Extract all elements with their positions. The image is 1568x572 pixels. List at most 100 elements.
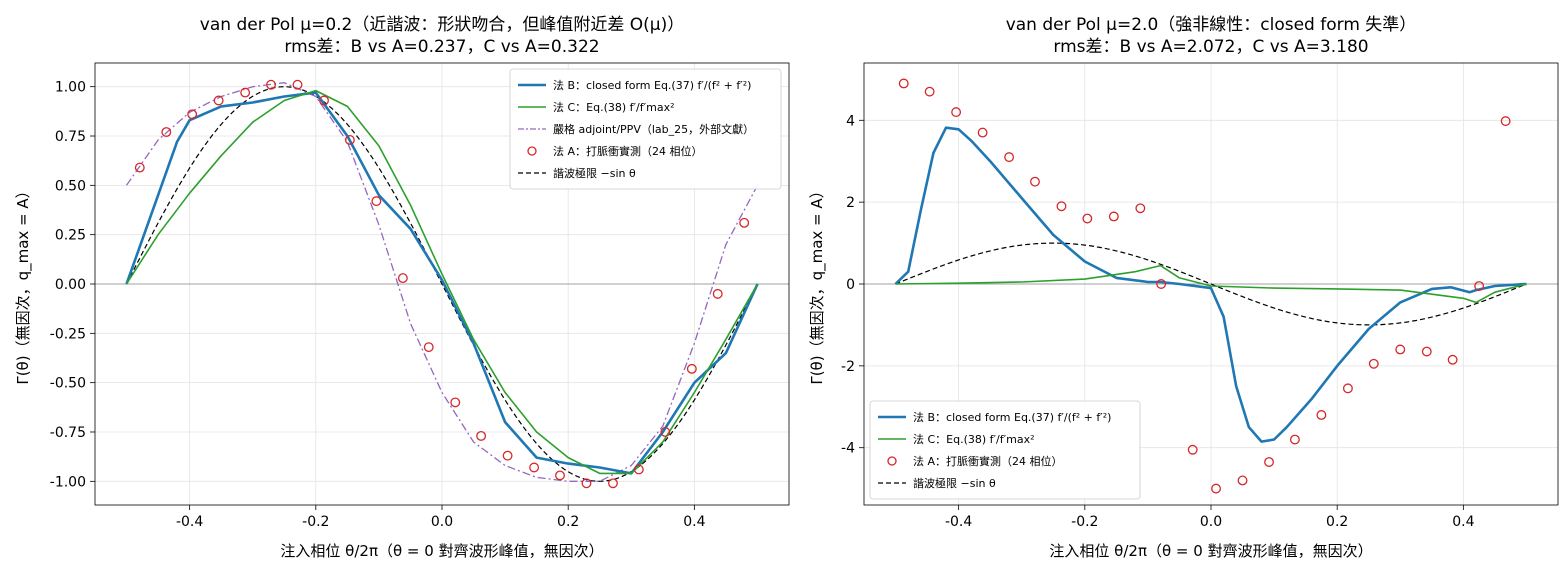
data-point-marker [292,79,303,90]
right-chart-subtitle: rms差：B vs A=2.072，C vs A=3.180 [1053,37,1368,57]
data-point-marker [977,127,988,138]
data-point-marker [319,95,329,106]
right-legend: 法 B：closed form Eq.(37) f′/(f² + f′²) 法 C… [869,400,1141,500]
legend-marker [527,146,537,156]
data-point-marker [134,162,145,173]
y-tick-label: 2 [846,195,855,211]
y-tick-label: 0.00 [55,277,86,293]
legend-label: 諧波極限 −sin θ [553,166,636,180]
data-point-marker [1237,475,1248,486]
x-tick-label: 0.2 [1326,514,1348,530]
data-point-marker [1156,279,1167,289]
legend-label: 法 A：打脈衝實測（24 相位） [913,454,1063,468]
data-point-marker [476,430,487,441]
y-tick-label: 0.25 [55,228,86,244]
data-point-marker [1289,434,1300,445]
data-point-marker [240,87,251,98]
data-point-marker [1342,383,1353,394]
data-point-marker [660,427,671,437]
x-tick-label: -0.4 [945,514,972,530]
data-point-marker [581,478,592,489]
data-point-marker [1056,201,1067,212]
legend-label: 法 C：Eq.(38) f′/f′max² [913,432,1035,446]
legend-label: 法 C：Eq.(38) f′/f′max² [553,100,675,114]
data-point-marker [371,196,382,207]
data-point-marker [266,79,276,90]
x-tick-label: 0.4 [683,514,705,530]
legend-label: 嚴格 adjoint/PPV（lab_25，外部文獻） [553,122,754,136]
x-tick-label: 0.0 [431,514,453,530]
data-point-marker [951,107,962,118]
data-point-marker [1368,358,1379,369]
left-legend: 法 B：closed form Eq.(37) f′/(f² + f′²) 法 C… [509,68,782,190]
y-tick-label: 4 [846,113,855,129]
left-y-axis-label: Γ(θ)（無因次，q_max = A） [14,183,33,384]
legend-label: 法 A：打脈衝實測（24 相位） [553,144,703,158]
left-chart-subtitle: rms差：B vs A=0.237，C vs A=0.322 [284,37,599,57]
data-point-marker [1500,116,1511,127]
y-tick-label: -4 [841,441,855,457]
data-point-marker [1474,281,1485,291]
data-point-marker [529,462,540,473]
right-chart-panel: van der Pol μ=2.0（強非線性：closed form 失準） r… [808,15,1559,560]
legend-box [869,400,1141,500]
data-point-marker [1108,211,1119,222]
series-line-method-c [895,264,1527,304]
data-point-marker [344,135,355,145]
legend-marker [887,456,897,466]
data-point-marker [898,78,909,89]
legend-label: 諧波極限 −sin θ [913,476,996,490]
series-line-method-b [894,126,1527,443]
series-line-method-b [125,91,759,475]
legend-label: 法 B：closed form Eq.(37) f′/(f² + f′²) [913,410,1111,424]
data-point-marker [1187,444,1198,455]
data-point-marker [1395,344,1406,355]
data-point-marker [555,470,565,481]
x-tick-label: -0.2 [302,514,329,530]
x-tick-label: 0.0 [1200,514,1222,530]
y-tick-label: -0.75 [50,425,86,441]
left-chart-panel: van der Pol μ=0.2（近諧波：形狀吻合，但峰值附近差 O(μ)） … [14,15,790,560]
data-point-marker [502,450,513,461]
data-point-marker [450,397,461,408]
data-point-marker [633,464,644,475]
right-y-axis-label: Γ(θ)（無因次，q_max = A） [808,183,827,384]
x-tick-label: -0.2 [1071,514,1098,530]
legend-label: 法 B：closed form Eq.(37) f′/(f² + f′²) [553,78,751,92]
data-point-marker [1447,354,1458,365]
x-tick-label: -0.4 [176,514,203,530]
series-line-harmonic-limit [125,86,759,482]
y-tick-label: 0.50 [55,178,86,194]
data-point-marker [686,363,697,374]
y-tick-label: 1.00 [55,80,86,96]
data-point-marker [1082,213,1093,224]
data-point-marker [1211,483,1221,494]
data-point-marker [161,127,172,138]
y-tick-label: 0 [846,277,855,293]
series-line-strict-adjoint [125,82,759,482]
data-point-marker [423,342,434,353]
y-tick-label: -0.50 [50,376,86,392]
data-point-marker [1135,203,1146,214]
right-x-axis-label: 注入相位 θ/2π（θ = 0 對齊波形峰值，無因次） [1049,542,1372,560]
left-chart-title: van der Pol μ=0.2（近諧波：形狀吻合，但峰值附近差 O(μ)） [200,15,684,35]
series-line-harmonic-limit [895,242,1527,326]
data-point-marker [1316,410,1327,420]
y-tick-label: -0.25 [50,326,86,342]
data-point-marker [1004,152,1015,163]
legend-box [509,68,782,190]
y-tick-label: 0.75 [55,129,86,145]
data-point-marker [924,86,935,97]
data-point-marker [608,478,618,489]
data-point-marker [712,288,723,299]
x-tick-label: 0.4 [1452,514,1474,530]
x-tick-label: 0.2 [557,514,579,530]
y-tick-label: -2 [841,359,855,375]
data-point-marker [187,109,198,120]
data-point-marker [397,273,408,284]
data-point-marker [739,217,750,228]
data-point-marker [1421,346,1432,357]
data-point-marker [1030,176,1040,187]
data-point-marker [213,95,224,106]
